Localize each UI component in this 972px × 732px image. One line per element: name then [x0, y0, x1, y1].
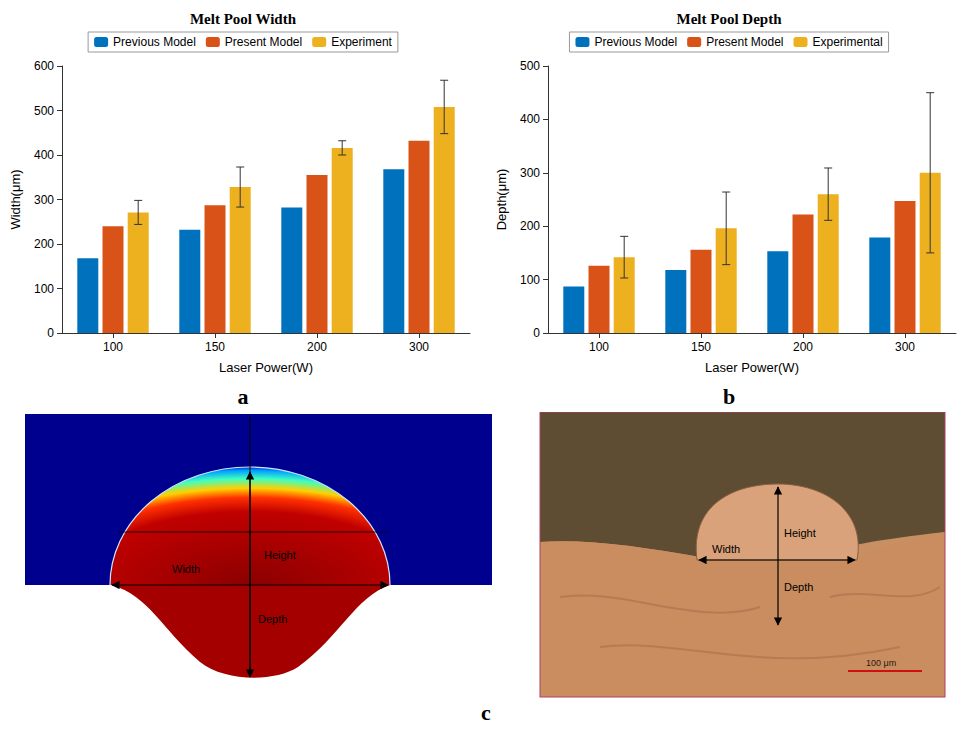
svg-text:Depth: Depth [784, 581, 813, 593]
svg-text:Height: Height [264, 549, 296, 561]
svg-text:200: 200 [520, 219, 540, 233]
svg-text:Experimental: Experimental [813, 35, 883, 49]
svg-text:100: 100 [103, 340, 123, 354]
svg-text:300: 300 [409, 340, 429, 354]
svg-text:Previous Model: Previous Model [113, 35, 196, 49]
svg-text:200: 200 [307, 340, 327, 354]
svg-text:300: 300 [520, 166, 540, 180]
svg-text:100 μm: 100 μm [866, 658, 896, 668]
html-text:a: a [237, 384, 249, 409]
svg-text:150: 150 [205, 340, 225, 354]
svg-text:0: 0 [533, 326, 540, 340]
svg-text:Width: Width [172, 563, 200, 575]
svg-text:Experiment: Experiment [331, 35, 392, 49]
svg-text:500: 500 [34, 104, 54, 118]
svg-text:Depth(μm): Depth(μm) [494, 169, 509, 231]
svg-text:150: 150 [691, 340, 711, 354]
svg-text:500: 500 [520, 59, 540, 73]
svg-text:Width(μm): Width(μm) [8, 169, 23, 229]
svg-text:100: 100 [34, 282, 54, 296]
svg-text:0: 0 [47, 326, 54, 340]
svg-text:100: 100 [589, 340, 609, 354]
svg-text:Previous Model: Previous Model [594, 35, 677, 49]
svg-text:Present Model: Present Model [706, 35, 783, 49]
html-text:b: b [722, 384, 736, 409]
svg-text:600: 600 [34, 59, 54, 73]
svg-text:Laser Power(W): Laser Power(W) [705, 360, 799, 375]
svg-text:400: 400 [34, 148, 54, 162]
svg-text:200: 200 [793, 340, 813, 354]
svg-text:400: 400 [520, 112, 540, 126]
svg-text:300: 300 [895, 340, 915, 354]
svg-text:300: 300 [34, 193, 54, 207]
svg-text:200: 200 [34, 237, 54, 251]
svg-text:100: 100 [520, 273, 540, 287]
svg-text:Melt Pool Depth: Melt Pool Depth [677, 11, 783, 27]
svg-text:Melt Pool Width: Melt Pool Width [190, 11, 297, 27]
html-text:c: c [481, 700, 491, 725]
svg-text:Width: Width [712, 543, 740, 555]
svg-text:Depth: Depth [258, 613, 287, 625]
svg-text:Height: Height [784, 527, 816, 539]
svg-text:Laser Power(W): Laser Power(W) [219, 360, 313, 375]
svg-text:Present Model: Present Model [225, 35, 302, 49]
